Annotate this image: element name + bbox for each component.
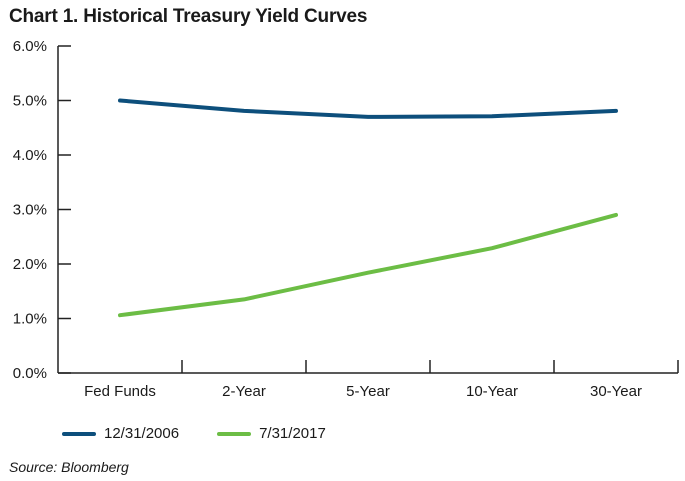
series-lines <box>118 98 618 318</box>
axes <box>57 46 678 374</box>
legend-item-1: 12/31/2006 <box>62 425 179 442</box>
y-tick-label: 1.0% <box>13 311 47 328</box>
y-tick-label: 2.0% <box>13 256 47 273</box>
x-tick-label: 10-Year <box>466 383 518 400</box>
ticks: 0.0% 1.0% 2.0% 3.0% 4.0% 5.0% 6.0% Fed Funds 2-Y… <box>13 38 679 400</box>
x-tick-label: 5-Year <box>346 383 390 400</box>
legend-swatch-2 <box>217 431 252 436</box>
legend-label-2: 7/31/2017 <box>259 425 326 442</box>
legend-swatch-1 <box>62 431 96 436</box>
y-tick-label: 0.0% <box>13 365 47 382</box>
legend: 12/31/2006 7/31/2017 <box>62 425 364 442</box>
x-tick-label: 2-Year <box>222 383 266 400</box>
chart-title: Chart 1. Historical Treasury Yield Curve… <box>9 6 368 27</box>
x-tick-label: Fed Funds <box>84 383 156 400</box>
y-tick-label: 6.0% <box>13 38 47 55</box>
legend-label-1: 12/31/2006 <box>104 425 180 442</box>
source-note: Source: Bloomberg <box>9 459 129 475</box>
series-line-2 <box>118 212 618 318</box>
y-tick-label: 5.0% <box>13 93 47 110</box>
y-tick-label: 4.0% <box>13 147 47 164</box>
x-tick-label: 30-Year <box>590 383 642 400</box>
series-line-1 <box>118 98 618 119</box>
legend-item-2: 7/31/2017 <box>217 425 326 442</box>
y-tick-label: 3.0% <box>13 202 47 219</box>
